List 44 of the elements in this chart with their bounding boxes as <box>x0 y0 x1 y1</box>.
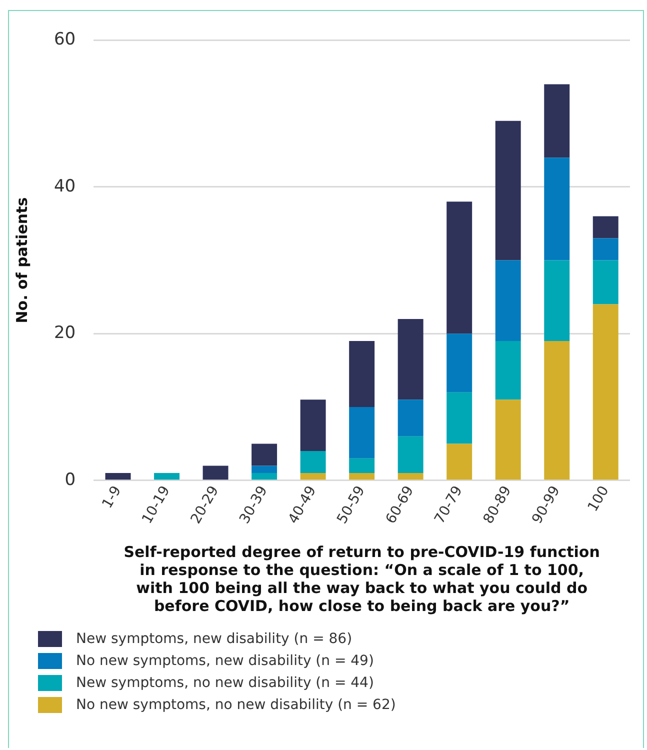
bar <box>398 400 424 436</box>
y-tick-label: 40 <box>54 176 76 196</box>
y-tick-label: 20 <box>54 323 76 344</box>
bar <box>592 238 618 260</box>
legend-label: No new symptoms, no new disability (n = 62) <box>76 697 396 713</box>
bar <box>592 260 618 304</box>
bar <box>495 400 521 480</box>
bar <box>446 392 472 444</box>
bar <box>300 473 326 480</box>
bar <box>349 473 375 480</box>
bar <box>495 260 521 341</box>
legend-label: New symptoms, no new disability (n = 44) <box>76 675 374 691</box>
bar <box>544 260 570 341</box>
bar <box>398 318 424 400</box>
bar <box>592 216 618 238</box>
x-tick-label: 1-9 <box>99 483 125 512</box>
legend-label: New symptoms, new disability (n = 86) <box>76 631 352 647</box>
bar <box>105 473 131 480</box>
y-tick-label: 0 <box>64 470 76 490</box>
bar <box>154 473 180 480</box>
legend-label: No new symptoms, new disability (n = 49) <box>76 653 374 669</box>
bar <box>300 451 326 474</box>
bar <box>398 436 424 474</box>
bar <box>300 400 326 452</box>
bar <box>446 202 472 334</box>
bar <box>495 120 521 260</box>
bar <box>544 84 570 158</box>
bar <box>202 466 228 480</box>
bar <box>252 473 278 480</box>
y-tick-label: 60 <box>54 30 76 50</box>
bar <box>544 158 570 260</box>
bar <box>252 466 278 474</box>
bar <box>398 473 424 480</box>
bar <box>495 340 521 400</box>
bar <box>349 407 375 458</box>
y-axis-title: No. of patients <box>12 197 31 324</box>
x-axis-title: Self-reported degree of return to pre-COVID-19 function in response to the question: “On a scale of 1 to 100, with 100 being all the way back to what you could do before COVID, how close to being back are you?” <box>124 542 600 615</box>
bar <box>446 444 472 480</box>
bar <box>349 340 375 408</box>
bar <box>544 340 570 480</box>
bar <box>349 458 375 474</box>
bar <box>252 444 278 466</box>
bar <box>446 334 472 392</box>
bar <box>592 304 618 480</box>
